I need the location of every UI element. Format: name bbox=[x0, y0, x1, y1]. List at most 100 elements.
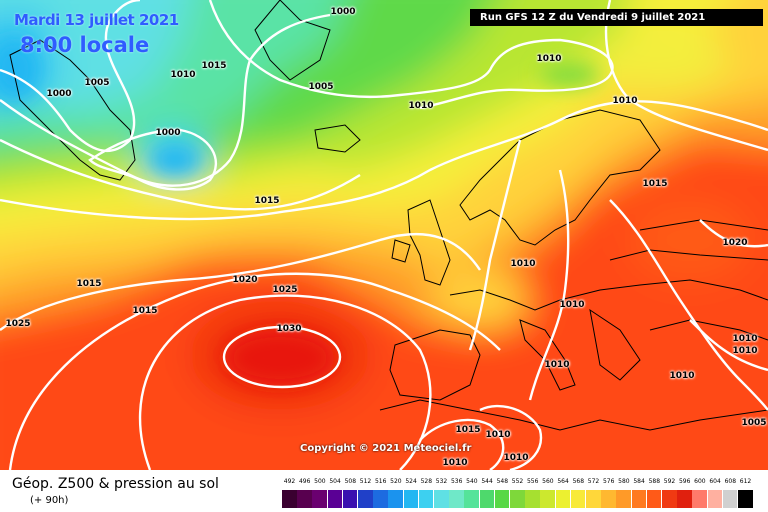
scale-swatch-564 bbox=[555, 490, 571, 508]
scale-label-520: 520 bbox=[390, 478, 402, 485]
scale-swatch-588 bbox=[646, 490, 662, 508]
scale-label-548: 548 bbox=[496, 478, 509, 485]
scale-label-516: 516 bbox=[374, 478, 387, 485]
scale-swatch-492 bbox=[282, 490, 297, 508]
scale-swatch-580 bbox=[616, 490, 632, 508]
scale-label-592: 592 bbox=[663, 478, 676, 485]
scale-label-532: 532 bbox=[435, 478, 448, 485]
scale-label-600: 600 bbox=[694, 478, 706, 485]
scale-label-540: 540 bbox=[466, 478, 478, 485]
isobar-label-1000-greenland: 1000 bbox=[155, 128, 181, 138]
isobar-label-1020-russia: 1020 bbox=[722, 238, 748, 248]
isobar-label-1025-azores: 1025 bbox=[272, 285, 298, 295]
isobar-label-1010-caucasus: 1010 bbox=[732, 346, 758, 356]
geopotential-map bbox=[0, 0, 768, 470]
isobar-label-1005-turkey: 1005 bbox=[741, 418, 767, 428]
isobar-label-1010-iceland: 1010 bbox=[408, 101, 434, 111]
scale-swatch-508 bbox=[342, 490, 358, 508]
forecast-date: Mardi 13 juillet 2021 bbox=[14, 11, 179, 29]
scale-swatch-500 bbox=[312, 490, 328, 508]
scale-swatch-576 bbox=[601, 490, 616, 508]
isobar-label-1010-sahara: 1010 bbox=[442, 458, 468, 468]
scale-swatch-516 bbox=[373, 490, 388, 508]
scale-swatch-520 bbox=[388, 490, 404, 508]
legend-forecast-hour: (+ 90h) bbox=[30, 495, 69, 506]
isobar-label-1020-azores: 1020 bbox=[232, 275, 258, 285]
scale-label-552: 552 bbox=[511, 478, 524, 485]
scale-swatch-544 bbox=[479, 490, 495, 508]
scale-swatch-560 bbox=[540, 490, 556, 508]
scale-label-504: 504 bbox=[329, 478, 341, 485]
scale-swatch-604 bbox=[707, 490, 723, 508]
scale-swatch-504 bbox=[327, 490, 343, 508]
scale-swatch-592 bbox=[662, 490, 677, 508]
scale-label-572: 572 bbox=[587, 478, 600, 485]
scale-label-596: 596 bbox=[678, 478, 691, 485]
scale-swatch-600 bbox=[692, 490, 708, 508]
isobar-label-1015-west-atlantic: 1015 bbox=[76, 279, 102, 289]
isobar-label-1000-north: 1000 bbox=[330, 7, 356, 17]
scale-swatch-548 bbox=[494, 490, 510, 508]
scale-label-608: 608 bbox=[724, 478, 737, 485]
isobar-label-1030-azores: 1030 bbox=[276, 324, 302, 334]
z500-core-highs bbox=[0, 40, 600, 386]
isobar-label-1010-norwegian-sea: 1010 bbox=[536, 54, 562, 64]
isobar-label-1015-atlantic: 1015 bbox=[254, 196, 280, 206]
scale-label-612: 612 bbox=[739, 478, 752, 485]
scale-swatch-612 bbox=[738, 490, 753, 508]
scale-label-544: 544 bbox=[481, 478, 493, 485]
scale-swatch-572 bbox=[586, 490, 601, 508]
map-panel: Mardi 13 juillet 2021 8:00 locale Run GF… bbox=[0, 0, 768, 470]
scale-label-604: 604 bbox=[709, 478, 721, 485]
scale-label-492: 492 bbox=[283, 478, 296, 485]
isobar-label-1010-alps: 1010 bbox=[559, 300, 585, 310]
scale-swatch-512 bbox=[358, 490, 373, 508]
scale-swatch-532 bbox=[434, 490, 449, 508]
color-scale: 492 496 500 504 508 512 516 520 524 528 532 536 540 5… bbox=[282, 478, 754, 510]
legend-title: Géop. Z500 & pression au sol bbox=[12, 476, 219, 492]
scale-swatch-540 bbox=[464, 490, 480, 508]
scale-label-564: 564 bbox=[557, 478, 569, 485]
scale-swatch-596 bbox=[677, 490, 692, 508]
scale-swatch-556 bbox=[525, 490, 540, 508]
scale-label-556: 556 bbox=[526, 478, 539, 485]
forecast-local-time: 8:00 locale bbox=[20, 33, 150, 57]
legend-panel: Géop. Z500 & pression au sol (+ 90h) 492… bbox=[0, 470, 768, 512]
isobar-label-1015-greenland: 1015 bbox=[201, 61, 227, 71]
isobar-label-1005-greenland-east: 1005 bbox=[308, 82, 334, 92]
scale-label-576: 576 bbox=[602, 478, 615, 485]
scale-label-588: 588 bbox=[648, 478, 661, 485]
isobar-label-1015-mid-atlantic: 1015 bbox=[132, 306, 158, 316]
scale-swatch-608 bbox=[722, 490, 738, 508]
isobar-label-1010-tunisia: 1010 bbox=[485, 430, 511, 440]
scale-swatch-568 bbox=[570, 490, 586, 508]
isobar-label-1010-balkans: 1010 bbox=[669, 371, 695, 381]
isobar-label-1010-france: 1010 bbox=[510, 259, 536, 269]
isobar-label-1010-greenland: 1010 bbox=[170, 70, 196, 80]
scale-label-496: 496 bbox=[298, 478, 311, 485]
isobar-label-1010-black-sea: 1010 bbox=[732, 334, 758, 344]
scale-swatch-524 bbox=[403, 490, 419, 508]
scale-label-508: 508 bbox=[344, 478, 357, 485]
scale-label-584: 584 bbox=[633, 478, 645, 485]
scale-label-560: 560 bbox=[542, 478, 554, 485]
isobar-label-1015-baltic: 1015 bbox=[642, 179, 668, 189]
scale-label-500: 500 bbox=[314, 478, 326, 485]
isobar-label-1000-west: 1000 bbox=[46, 89, 72, 99]
scale-swatch-552 bbox=[510, 490, 525, 508]
scale-label-528: 528 bbox=[420, 478, 433, 485]
scale-swatch-584 bbox=[631, 490, 647, 508]
isobar-label-1010-scandinavia: 1010 bbox=[612, 96, 638, 106]
scale-swatch-536 bbox=[449, 490, 464, 508]
isobar-label-1010-libya: 1010 bbox=[503, 453, 529, 463]
scale-swatch-528 bbox=[418, 490, 434, 508]
scale-label-568: 568 bbox=[572, 478, 585, 485]
isobar-label-1005-west: 1005 bbox=[84, 78, 110, 88]
isobar-label-1015-algeria: 1015 bbox=[455, 425, 481, 435]
scale-label-512: 512 bbox=[359, 478, 372, 485]
copyright-notice: Copyright © 2021 Meteociel.fr bbox=[300, 443, 472, 454]
model-run-banner: Run GFS 12 Z du Vendredi 9 juillet 2021 bbox=[470, 9, 763, 26]
isobar-lines bbox=[0, 0, 768, 470]
isobar-label-1025-west: 1025 bbox=[5, 319, 31, 329]
scale-label-580: 580 bbox=[618, 478, 630, 485]
